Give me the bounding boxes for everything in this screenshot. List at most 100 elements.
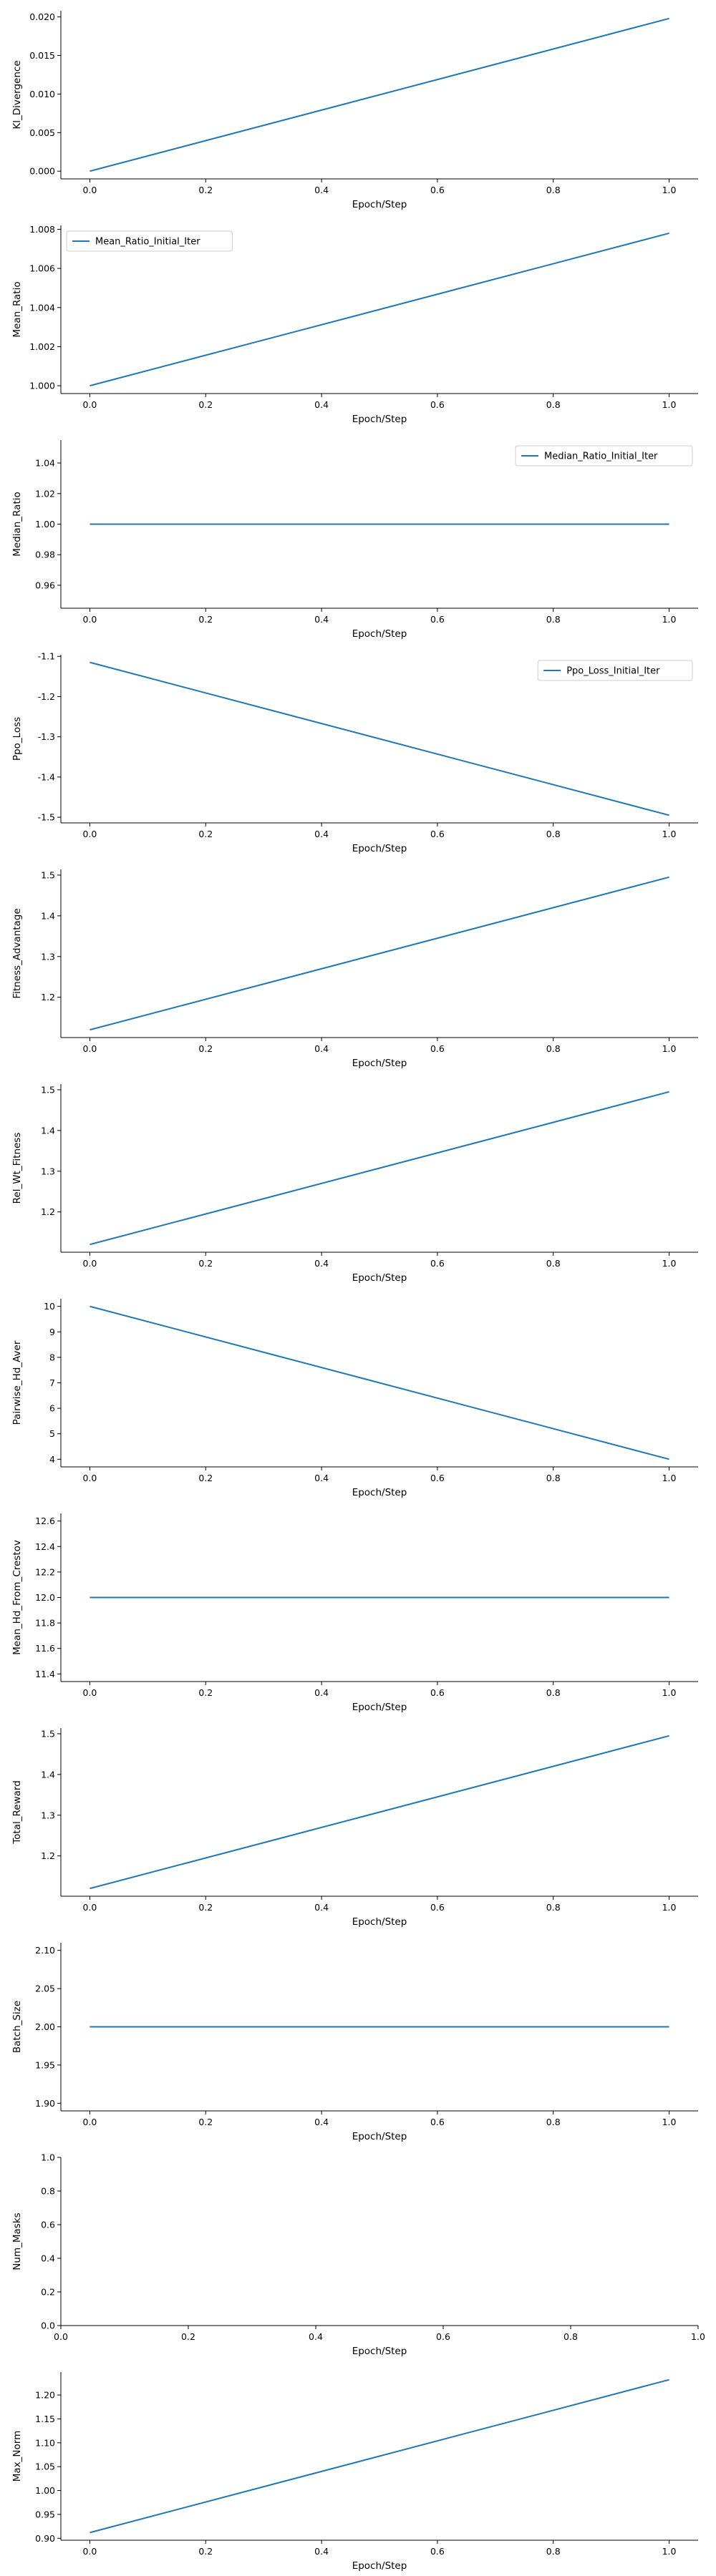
y-tick-label: -1.2 (38, 691, 55, 702)
x-tick-label: 0.0 (83, 829, 97, 839)
x-tick-label: 0.6 (430, 1473, 445, 1483)
x-tick-label: 0.8 (546, 1043, 561, 1054)
x-tick-label: 0.8 (546, 1687, 561, 1698)
chart-panel-4: 0.0 0.2 0.4 0.6 0.8 1.0 -1.1 -1.2 -1.3 -1.4 -1.5 Ep… (11, 651, 698, 854)
y-tick-label: 1.90 (35, 2098, 55, 2109)
x-tick-label: 0.8 (546, 2117, 561, 2127)
y-tick-label: 1.4 (41, 910, 55, 921)
y-tick-label: 1.00 (35, 519, 55, 530)
y-tick-label: 2.00 (35, 2021, 55, 2032)
y-tick-label: 1.04 (35, 458, 55, 469)
y-tick-label: 0.96 (35, 580, 55, 590)
y-tick-label: 0.015 (29, 50, 55, 61)
y-axis-label: Kl_Divergence (11, 60, 23, 129)
y-tick-label: 1.5 (41, 1728, 55, 1739)
x-tick-label: 0.6 (430, 1902, 445, 1913)
chart-panel-2: 0.0 0.2 0.4 0.6 0.8 1.0 1.000 1.002 1.004 1.006 1.… (11, 224, 698, 425)
x-tick-label: 0.6 (430, 399, 445, 410)
y-tick-label: 12.4 (35, 1541, 55, 1552)
x-tick-label: 0.4 (314, 399, 329, 410)
y-tick-label: 2.10 (35, 1945, 55, 1956)
legend: Median_Ratio_Initial_Iter (515, 445, 693, 467)
x-tick-label: 0.8 (546, 1258, 561, 1269)
chart-panel-6: 0.0 0.2 0.4 0.6 0.8 1.0 1.2 1.3 1.4 1.5 Epoch/Step… (11, 1084, 698, 1284)
series-line-1 (90, 876, 669, 1031)
legend-label: Mean_Ratio_Initial_Iter (95, 237, 200, 248)
x-tick-label: 0.0 (83, 2117, 97, 2127)
y-tick-label: 0.2 (41, 2287, 55, 2298)
legend-label: Ppo_Loss_Initial_Iter (566, 666, 660, 677)
chart-panel-5: 0.0 0.2 0.4 0.6 0.8 1.0 1.2 1.3 1.4 1.5 Epoch/Step… (11, 869, 698, 1069)
x-tick-label: 1.0 (662, 1258, 677, 1269)
y-tick-label: 1.3 (41, 1166, 55, 1176)
x-tick-label: 0.8 (546, 399, 561, 410)
y-tick-label: 11.4 (35, 1669, 55, 1679)
x-tick-label: 0.6 (430, 185, 445, 195)
series-line-1 (90, 1305, 669, 1460)
y-tick-label: 1.05 (35, 2462, 55, 2472)
x-tick-label: 1.0 (662, 1687, 677, 1698)
y-tick-label: 0.8 (41, 2186, 55, 2197)
chart-panel-1: 0.0 0.2 0.4 0.6 0.8 1.0 0.000 0.005 0.010 0.015 0.… (11, 11, 698, 210)
x-tick-label: 0.0 (54, 2331, 68, 2342)
y-axis-label: Fitness_Advantage (11, 908, 23, 998)
y-tick-label: 0.90 (35, 2533, 55, 2544)
y-axis-label: Mean_Hd_From_Crestov (11, 1540, 23, 1655)
legend-box (515, 445, 693, 467)
y-tick-label: 11.6 (35, 1643, 55, 1654)
y-tick-label: 5 (49, 1428, 55, 1439)
y-tick-label: 2.05 (35, 1984, 55, 1994)
y-tick-label: 1.10 (35, 2437, 55, 2448)
y-tick-label: 0.000 (29, 166, 55, 177)
y-tick-label: 0.95 (35, 2509, 55, 2519)
y-tick-label: 1.3 (41, 951, 55, 962)
x-tick-label: 0.0 (83, 1687, 97, 1698)
x-tick-label: 0.2 (198, 399, 213, 410)
y-tick-label: 12.2 (35, 1566, 55, 1577)
x-tick-label: 0.6 (430, 829, 445, 839)
y-tick-label: -1.3 (38, 731, 55, 742)
y-tick-label: 1.00 (35, 2485, 55, 2496)
y-tick-label: 6 (49, 1403, 55, 1414)
y-tick-label: -1.1 (38, 651, 55, 662)
chart-panel-3: 0.0 0.2 0.4 0.6 0.8 1.0 0.96 0.98 1.00 1.02 1.04 Ep… (11, 440, 698, 640)
y-axis-label: Max_Norm (11, 2431, 23, 2482)
series-line-1 (90, 1735, 669, 1890)
x-tick-label: 0.2 (198, 1687, 213, 1698)
y-tick-label: 12.0 (35, 1592, 55, 1603)
x-tick-label: 0.2 (198, 1258, 213, 1269)
x-tick-label: 0.8 (546, 1902, 561, 1913)
chart-panel-8: 0.0 0.2 0.4 0.6 0.8 1.0 11.4 11.6 11.8 12.0 12.2 12… (11, 1513, 698, 1713)
x-axis-label: Epoch/Step (352, 1058, 407, 1069)
y-tick-label: 1.4 (41, 1125, 55, 1136)
y-tick-label: 0.010 (29, 89, 55, 99)
x-axis-label: Epoch/Step (352, 2560, 407, 2572)
x-tick-label: 0.0 (83, 1043, 97, 1054)
y-tick-label: 0.98 (35, 550, 55, 560)
y-tick-label: 1.3 (41, 1810, 55, 1820)
y-tick-label: 0.6 (41, 2220, 55, 2230)
x-tick-label: 0.8 (563, 2331, 578, 2342)
y-tick-label: 11.8 (35, 1618, 55, 1629)
y-tick-label: 0.020 (29, 11, 55, 22)
x-axis-label: Epoch/Step (352, 414, 407, 425)
x-tick-label: 0.6 (430, 1687, 445, 1698)
x-tick-label: 0.0 (83, 185, 97, 195)
x-axis-label: Epoch/Step (352, 199, 407, 210)
x-tick-label: 0.4 (314, 1902, 329, 1913)
x-tick-label: 0.2 (181, 2331, 195, 2342)
x-tick-label: 1.0 (662, 1473, 677, 1483)
y-tick-label: 1.4 (41, 1769, 55, 1780)
legend: Ppo_Loss_Initial_Iter (537, 660, 693, 681)
y-tick-label: 10 (44, 1301, 55, 1312)
x-tick-label: 0.2 (198, 1473, 213, 1483)
y-tick-label: 1.002 (29, 341, 55, 352)
x-tick-label: 0.8 (546, 614, 561, 625)
legend-box (66, 230, 233, 252)
y-tick-label: 1.008 (29, 224, 55, 235)
y-axis-label: Batch_Size (11, 2001, 23, 2053)
x-tick-label: 0.2 (198, 1902, 213, 1913)
x-tick-label: 0.6 (430, 1043, 445, 1054)
y-tick-label: 1.02 (35, 488, 55, 499)
